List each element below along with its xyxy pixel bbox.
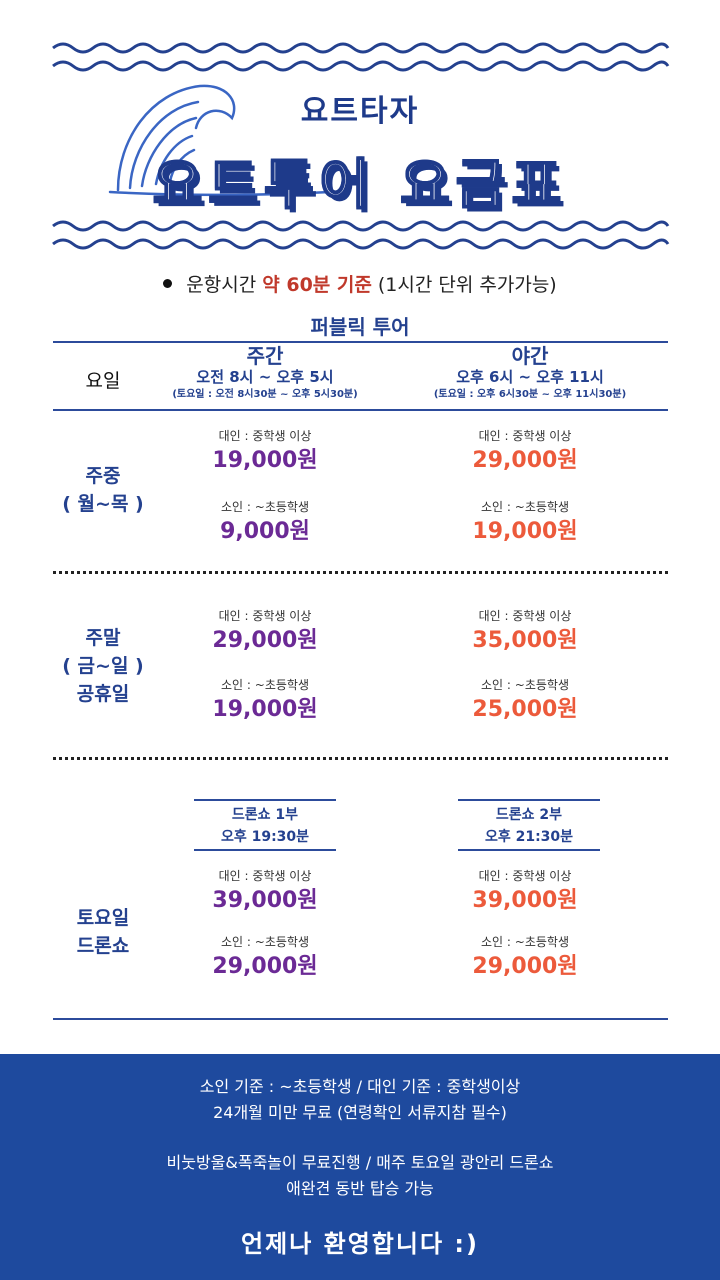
footer: 소인 기준 : ~초등학생 / 대인 기준 : 중학생이상 24개월 미만 무료…: [0, 1054, 720, 1280]
daytime-hours: 오전 8시 ~ 오후 5시: [196, 368, 334, 386]
price-weekend-night-child: 소인 : ~초등학생 25,000원: [472, 678, 578, 722]
night-title: 야간: [511, 344, 549, 368]
night-column-header: 야간 오후 6시 ~ 오후 11시 (토요일 : 오후 6시30분 ~ 오후 1…: [420, 345, 640, 403]
row-divider: [53, 571, 668, 574]
price-show1-child: 소인 : ~초등학생 29,000원: [212, 935, 318, 979]
price-show2-adult: 대인 : 중학생 이상 39,000원: [472, 869, 578, 913]
night-saturday-hours: (토요일 : 오후 6시30분 ~ 오후 11시30분): [433, 389, 627, 400]
table-top-line: [53, 341, 668, 343]
operation-note-highlight: 약 60분 기준: [262, 274, 372, 296]
price-weekday-night-child: 소인 : ~초등학생 19,000원: [472, 500, 578, 544]
table-header-line: [53, 409, 668, 411]
price-weekend-day-child: 소인 : ~초등학생 19,000원: [212, 678, 318, 722]
night-hours: 오후 6시 ~ 오후 11시: [456, 368, 604, 386]
operation-note-suffix: (1시간 단위 추가가능): [371, 274, 557, 296]
footer-infant-free: 24개월 미만 무료 (연령확인 서류지참 필수): [213, 1103, 507, 1122]
drone-show-2-header: 드론쇼 2부 오후 21:30분: [458, 799, 600, 851]
row-divider: [53, 757, 668, 760]
price-weekend-night-adult: 대인 : 중학생 이상 35,000원: [472, 609, 578, 653]
footer-free-events: 비눗방울&폭죽놀이 무료진행 / 매주 토요일 광안리 드론쇼: [166, 1153, 554, 1172]
footer-age-criteria: 소인 기준 : ~초등학생 / 대인 기준 : 중학생이상: [199, 1077, 521, 1096]
section-title: 퍼블릭 투어: [310, 315, 410, 339]
daytime-saturday-hours: (토요일 : 오전 8시30분 ~ 오후 5시30분): [172, 389, 358, 400]
day-column-header: 요일: [85, 370, 121, 392]
footer-welcome: 언제나 환영합니다 :): [241, 1230, 479, 1258]
header: 요트타자 요트투어 요금표: [0, 0, 720, 260]
page-title: 요트투어 요금표: [152, 152, 568, 217]
footer-pet-policy: 애완견 동반 탑승 가능: [286, 1179, 434, 1198]
row-label-saturday-drone-show: 토요일 드론쇼: [76, 907, 130, 957]
row-label-weekend: 주말 ( 금~일 ) 공휴일: [62, 627, 144, 705]
price-weekend-day-adult: 대인 : 중학생 이상 29,000원: [212, 609, 318, 653]
price-weekday-day-child: 소인 : ~초등학생 9,000원: [220, 500, 310, 544]
price-weekday-night-adult: 대인 : 중학생 이상 29,000원: [472, 429, 578, 473]
price-show2-child: 소인 : ~초등학생 29,000원: [472, 935, 578, 979]
bullet-icon: [163, 279, 173, 288]
operation-note: 운항시간 약 60분 기준 (1시간 단위 추가가능): [0, 270, 720, 297]
wave-decoration-icon: [52, 42, 670, 250]
daytime-title: 주간: [246, 344, 284, 368]
brand-name: 요트타자: [300, 94, 420, 129]
operation-note-prefix: 운항시간: [186, 274, 263, 296]
drone-show-1-header: 드론쇼 1부 오후 19:30분: [194, 799, 336, 851]
daytime-column-header: 주간 오전 8시 ~ 오후 5시 (토요일 : 오전 8시30분 ~ 오후 5시…: [160, 345, 370, 403]
row-label-weekday: 주중 ( 월~목 ): [62, 465, 144, 515]
table-bottom-line: [53, 1018, 668, 1020]
price-show1-adult: 대인 : 중학생 이상 39,000원: [212, 869, 318, 913]
price-weekday-day-adult: 대인 : 중학생 이상 19,000원: [212, 429, 318, 473]
